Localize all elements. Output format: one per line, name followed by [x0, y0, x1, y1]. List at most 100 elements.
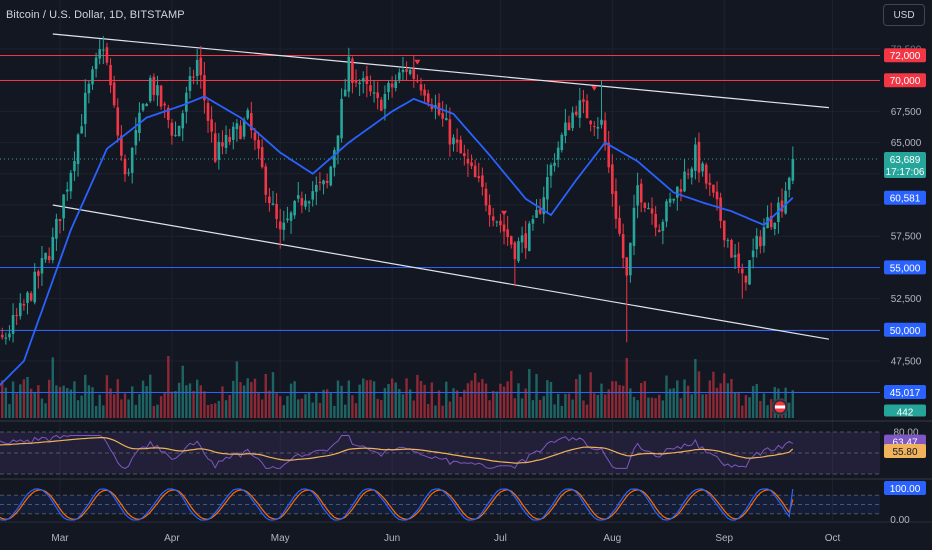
candle [55, 213, 58, 251]
candle-body [69, 172, 73, 192]
volume-bar [369, 379, 372, 418]
volume-bar [437, 390, 441, 418]
candle-body [181, 113, 185, 129]
candle-body [29, 293, 33, 301]
volume-bar [102, 405, 105, 418]
volume-bar [658, 394, 661, 418]
candle [618, 205, 621, 237]
candle-body [528, 223, 531, 252]
candle [379, 97, 383, 112]
candle [520, 226, 524, 253]
candle-body [73, 161, 76, 172]
candle [542, 186, 546, 224]
candle-body [33, 271, 37, 303]
candle [690, 166, 694, 185]
volume-bar [665, 375, 668, 418]
candle [683, 158, 686, 193]
candle [596, 117, 600, 139]
candle-body [83, 92, 87, 124]
volume-bar [376, 398, 379, 418]
volume-bar [419, 380, 423, 418]
candle [340, 88, 343, 143]
stoch-tick-label: 0.00 [890, 515, 910, 526]
volume-bar [632, 396, 636, 418]
candle [416, 74, 419, 84]
volume-bar [517, 383, 520, 418]
candle [668, 192, 672, 207]
candle [481, 167, 484, 196]
volume-bar [531, 400, 535, 418]
rsi-value-tag-text: 63.47 [892, 438, 917, 449]
time-axis-label: Jul [494, 533, 507, 544]
volume-bar [560, 405, 563, 418]
volume-bar [701, 394, 704, 418]
rsi-ma-line [0, 437, 794, 464]
candle-body [762, 227, 766, 246]
candle [91, 66, 94, 90]
candle-body [376, 92, 379, 99]
candle-body [11, 315, 15, 334]
volume-bar [304, 394, 307, 418]
volume-bar [145, 386, 148, 418]
volume-bar [318, 402, 322, 418]
volume-bar [618, 385, 621, 418]
candle [564, 108, 567, 144]
candle [535, 199, 538, 218]
candle-body [657, 229, 661, 232]
candle [318, 172, 322, 191]
candle [488, 194, 491, 227]
candle [412, 55, 416, 88]
candle-body [351, 58, 354, 83]
candle [257, 131, 260, 160]
candle [665, 199, 668, 228]
volume-bar [91, 387, 94, 418]
volume-bar [495, 391, 499, 418]
candle [787, 176, 791, 198]
volume-bar [629, 388, 632, 418]
candle-body [65, 189, 69, 192]
candle [466, 149, 470, 177]
volume-bar [289, 383, 293, 418]
volume-bar [221, 386, 224, 418]
candle [672, 198, 675, 204]
candle [224, 125, 228, 154]
volume-bar [224, 400, 228, 418]
candle-body [333, 150, 336, 168]
volume-bar [751, 386, 755, 418]
candle-body [625, 257, 629, 276]
candle-body [387, 82, 390, 93]
volume-bar [242, 385, 246, 418]
volume-bar [510, 370, 513, 418]
volume-bar [112, 394, 116, 418]
volume-bar [253, 378, 257, 418]
candle [235, 119, 239, 142]
candle-body [94, 57, 98, 70]
candle [528, 221, 531, 252]
volume-bar [726, 383, 730, 418]
candle [560, 132, 564, 153]
volume-tag: 442 [884, 404, 926, 419]
volume-bar [29, 388, 33, 418]
candle [506, 215, 509, 246]
volume-bar [217, 400, 221, 418]
candle-body [686, 173, 690, 175]
candle [679, 179, 683, 202]
candle-body [22, 304, 26, 306]
candle [470, 154, 473, 170]
candle-body [361, 78, 365, 82]
volume-bar [131, 386, 134, 418]
candle-body [535, 209, 538, 218]
candle-body [112, 82, 116, 106]
volume-bar [325, 389, 329, 418]
symbol-title: Bitcoin / U.S. Dollar, 1D, BITSTAMP [6, 9, 185, 21]
volume-bar [73, 381, 76, 418]
currency-button[interactable]: USD [883, 4, 925, 26]
candle [650, 197, 654, 225]
candle [177, 125, 181, 137]
volume-bar [116, 379, 119, 418]
candle-body [571, 112, 574, 129]
candle [199, 45, 203, 89]
candle-body [394, 81, 398, 89]
candle-body [116, 107, 120, 136]
